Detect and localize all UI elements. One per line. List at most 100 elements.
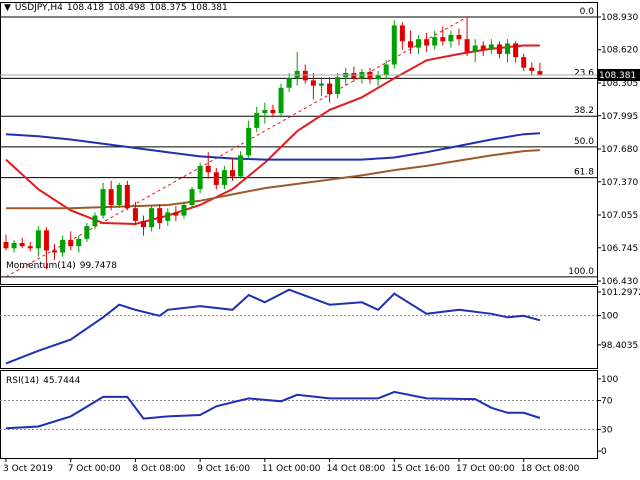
candle-body (221, 170, 227, 185)
candle-body (278, 87, 284, 114)
x-tick-label: 14 Oct 08:00 (327, 464, 386, 474)
y-tick-label: 106.430 (601, 277, 638, 287)
y-tick-label: 98.4035 (601, 341, 638, 351)
y-tick-label: 106.745 (601, 244, 638, 254)
candle-body (52, 250, 58, 253)
panel-frame (0, 370, 598, 459)
x-tick-label: 7 Oct 00:00 (68, 464, 121, 474)
x-tick-label: 3 Oct 2019 (3, 464, 53, 474)
y-tick-label: 107.995 (601, 112, 638, 122)
price-box (597, 68, 640, 81)
candle-body (464, 39, 470, 52)
candle-body (124, 184, 130, 209)
candle-body (108, 189, 114, 205)
candle-body (43, 230, 49, 251)
fib-trend-line (5, 16, 468, 278)
candle-body (488, 44, 494, 50)
candle-body (399, 25, 405, 42)
candle-body (11, 243, 17, 249)
candle-body (286, 78, 292, 88)
candle-body (505, 43, 511, 54)
candle-body (375, 75, 381, 80)
candle-body (472, 45, 478, 52)
candle-body (141, 220, 147, 228)
x-tick-label: 11 Oct 00:00 (262, 464, 321, 474)
x-tick-label: 9 Oct 16:00 (197, 464, 250, 474)
rsi-title: RSI(14) (6, 376, 40, 386)
candle-body (424, 39, 430, 46)
momentum-value: 99.7478 (79, 261, 117, 271)
candle-body (213, 172, 219, 185)
moving-average (5, 44, 540, 226)
candle-body (335, 77, 341, 95)
candle-body (416, 39, 422, 48)
rsi-header: RSI(14) 45.7444 (6, 376, 80, 386)
y-tick-label: 107.370 (601, 178, 638, 188)
fib-label: 0.0 (580, 7, 595, 17)
high-value: 108.498 (108, 3, 146, 13)
x-tick-label: 17 Oct 00:00 (456, 464, 515, 474)
candle-body (262, 109, 268, 114)
candle-body (68, 239, 74, 247)
candle-body (189, 189, 195, 205)
symbol-title: USDJPY,H4 (14, 3, 63, 13)
candle-body (383, 64, 389, 76)
candle-body (27, 246, 33, 249)
candle-body (149, 208, 155, 228)
candle-body (35, 230, 41, 249)
candle-body (76, 238, 82, 247)
y-tick-label: 108.930 (601, 13, 638, 23)
candle-body (456, 34, 462, 40)
panel-frame (0, 286, 598, 369)
candle-body (157, 208, 163, 223)
candle-body (432, 37, 438, 46)
y-tick-label: 107.055 (601, 211, 638, 221)
candle-body (165, 212, 171, 221)
candle-body (3, 241, 9, 249)
fib-label: 23.6 (574, 68, 594, 78)
candle-body (270, 109, 276, 114)
candle-body (19, 243, 25, 247)
fib-label: 61.8 (574, 168, 594, 178)
candle-body (440, 37, 446, 42)
candle-body (318, 83, 324, 86)
rsi-value: 45.7444 (43, 376, 81, 386)
candle-body (302, 70, 308, 81)
panel-frame (0, 2, 598, 285)
y-tick-label: 101.2972 (601, 288, 640, 298)
symbol-header: ▼ USDJPY,H4 108.418 108.498 108.375 108.… (4, 3, 228, 13)
open-value: 108.418 (66, 3, 105, 13)
moving-average (5, 132, 540, 161)
candle-body (181, 204, 187, 216)
candle-body (407, 41, 413, 48)
candle-body (327, 83, 333, 95)
candle-body (513, 43, 519, 58)
candle-body (92, 215, 98, 227)
candle-body (173, 212, 179, 216)
candle-body (529, 67, 535, 71)
y-tick-label: 100 (601, 375, 618, 385)
momentum-header: Momentum(14) 99.7478 (6, 261, 117, 271)
x-tick-label: 18 Oct 08:00 (521, 464, 580, 474)
candle-body (351, 72, 357, 79)
fib-label: 50.0 (574, 137, 594, 147)
candle-body (521, 57, 527, 68)
low-value: 108.375 (149, 3, 187, 13)
candle-body (100, 189, 106, 216)
close-value: 108.381 (190, 3, 228, 13)
candle-body (84, 226, 90, 239)
collapse-arrow[interactable]: ▼ (4, 3, 11, 13)
candle-body (197, 165, 203, 190)
fib-label: 100.0 (568, 267, 594, 277)
candle-body (205, 165, 211, 173)
y-tick-label: 108.305 (601, 79, 638, 89)
fib-label: 38.2 (574, 106, 594, 116)
y-tick-label: 108.620 (601, 46, 638, 56)
y-tick-label: 0 (601, 447, 607, 457)
candle-body (480, 45, 486, 50)
x-tick-label: 8 Oct 08:00 (132, 464, 185, 474)
candle-body (496, 44, 502, 54)
candle-body (60, 239, 66, 253)
candle-body (116, 184, 122, 205)
